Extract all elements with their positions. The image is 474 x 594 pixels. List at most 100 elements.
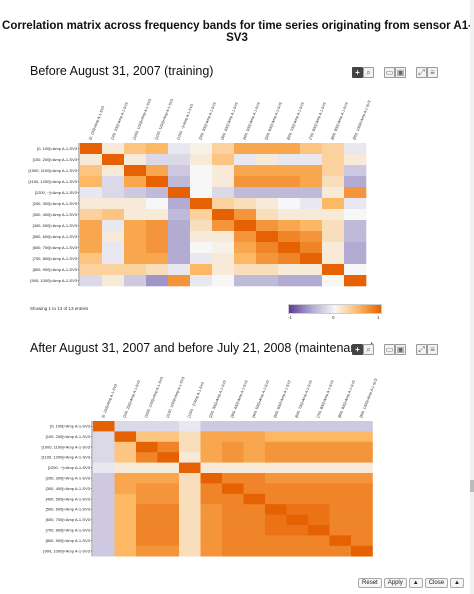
heatmap-cell[interactable]	[286, 462, 309, 474]
heatmap-cell[interactable]	[286, 504, 309, 515]
heatmap-cell[interactable]	[157, 462, 180, 474]
pan-icon[interactable]: ▭	[384, 67, 395, 78]
heatmap-cell[interactable]	[124, 253, 147, 265]
heatmap-cell[interactable]	[146, 198, 169, 210]
heatmap-cell[interactable]	[300, 220, 323, 232]
heatmap-cell[interactable]	[157, 514, 180, 526]
heatmap-cell[interactable]	[265, 504, 287, 515]
heatmap-cell[interactable]	[136, 441, 158, 453]
heatmap-cell[interactable]	[190, 253, 213, 265]
heatmap-cell[interactable]	[212, 176, 235, 188]
heatmap-cell[interactable]	[80, 253, 103, 265]
heatmap-cell[interactable]	[114, 473, 137, 484]
heatmap-cell[interactable]	[212, 264, 235, 276]
heatmap-cell[interactable]	[265, 493, 287, 505]
heatmap-cell[interactable]	[114, 493, 137, 505]
heatmap-cell[interactable]	[102, 275, 125, 287]
heatmap-cell[interactable]	[278, 176, 301, 188]
heatmap-cell[interactable]	[329, 514, 352, 526]
close-arrow-button[interactable]: ▲	[450, 578, 464, 588]
heatmap-cell[interactable]	[265, 535, 287, 547]
heatmap-cell[interactable]	[286, 473, 309, 484]
heatmap-cell[interactable]	[190, 187, 213, 199]
heatmap-cell[interactable]	[351, 421, 373, 432]
heatmap-cell[interactable]	[80, 275, 103, 287]
heatmap-cell[interactable]	[351, 514, 373, 526]
heatmap-cell[interactable]	[168, 154, 191, 166]
heatmap-cell[interactable]	[157, 483, 180, 495]
heatmap-cell[interactable]	[278, 220, 301, 232]
heatmap-cell[interactable]	[168, 220, 191, 232]
heatmap-cell[interactable]	[278, 242, 301, 254]
heatmap-cell[interactable]	[146, 264, 169, 276]
heatmap-cell[interactable]	[93, 441, 115, 453]
heatmap-cell[interactable]	[212, 275, 235, 287]
heatmap-cell[interactable]	[80, 154, 103, 166]
heatmap-cell[interactable]	[190, 198, 213, 210]
heatmap-cell[interactable]	[102, 176, 125, 188]
heatmap-cell[interactable]	[222, 441, 244, 453]
heatmap-cell[interactable]	[93, 473, 115, 484]
heatmap-cell[interactable]	[234, 253, 257, 265]
heatmap-cell[interactable]	[157, 493, 180, 505]
heatmap-cell[interactable]	[157, 452, 180, 463]
heatmap-cell[interactable]	[168, 187, 191, 199]
heatmap-cell[interactable]	[168, 143, 191, 155]
heatmap-cell[interactable]	[243, 473, 266, 484]
heatmap-cell[interactable]	[265, 452, 287, 463]
heatmap-cell[interactable]	[93, 535, 115, 547]
heatmap-cell[interactable]	[329, 493, 352, 505]
heatmap-cell[interactable]	[265, 545, 287, 557]
heatmap-cell[interactable]	[322, 165, 345, 177]
heatmap-cell[interactable]	[308, 452, 330, 463]
heatmap-cell[interactable]	[102, 209, 125, 221]
heatmap-cell[interactable]	[212, 231, 235, 243]
heatmap-cell[interactable]	[256, 187, 279, 199]
heatmap-cell[interactable]	[243, 545, 266, 557]
heatmap-cell[interactable]	[308, 504, 330, 515]
heatmap-cell[interactable]	[146, 231, 169, 243]
heatmap-cell[interactable]	[200, 431, 223, 443]
heatmap-cell[interactable]	[212, 143, 235, 155]
heatmap-cell[interactable]	[322, 231, 345, 243]
heatmap-cell[interactable]	[200, 535, 223, 547]
heatmap-cell[interactable]	[179, 421, 201, 432]
heatmap-cell[interactable]	[344, 253, 367, 265]
heatmap-cell[interactable]	[168, 209, 191, 221]
heatmap-cell[interactable]	[256, 220, 279, 232]
heatmap-cell[interactable]	[80, 220, 103, 232]
heatmap-cell[interactable]	[168, 264, 191, 276]
heatmap-cell[interactable]	[146, 253, 169, 265]
heatmap-cell[interactable]	[114, 535, 137, 547]
heatmap-cell[interactable]	[344, 209, 367, 221]
heatmap-cell[interactable]	[190, 165, 213, 177]
heatmap-cell[interactable]	[136, 525, 158, 536]
heatmap-cell[interactable]	[329, 545, 352, 557]
heatmap-cell[interactable]	[278, 264, 301, 276]
heatmap-cell[interactable]	[124, 275, 147, 287]
heatmap-cell[interactable]	[300, 275, 323, 287]
heatmap-cell[interactable]	[124, 231, 147, 243]
heatmap-cell[interactable]	[286, 525, 309, 536]
heatmap-cell[interactable]	[222, 504, 244, 515]
heatmap-cell[interactable]	[93, 462, 115, 474]
heatmap-cell[interactable]	[190, 242, 213, 254]
heatmap-cell[interactable]	[222, 431, 244, 443]
heatmap-cell[interactable]	[329, 473, 352, 484]
heatmap-cell[interactable]	[322, 275, 345, 287]
heatmap-cell[interactable]	[190, 264, 213, 276]
heatmap-cell[interactable]	[136, 493, 158, 505]
heatmap-cell[interactable]	[278, 187, 301, 199]
heatmap-cell[interactable]	[136, 452, 158, 463]
heatmap-cell[interactable]	[344, 187, 367, 199]
heatmap-cell[interactable]	[344, 220, 367, 232]
heatmap-cell[interactable]	[329, 483, 352, 495]
heatmap-cell[interactable]	[329, 535, 352, 547]
heatmap-cell[interactable]	[286, 431, 309, 443]
heatmap-cell[interactable]	[102, 242, 125, 254]
heatmap-cell[interactable]	[234, 198, 257, 210]
heatmap-cell[interactable]	[243, 483, 266, 495]
heatmap-cell[interactable]	[222, 483, 244, 495]
heatmap-cell[interactable]	[256, 264, 279, 276]
heatmap-cell[interactable]	[243, 441, 266, 453]
